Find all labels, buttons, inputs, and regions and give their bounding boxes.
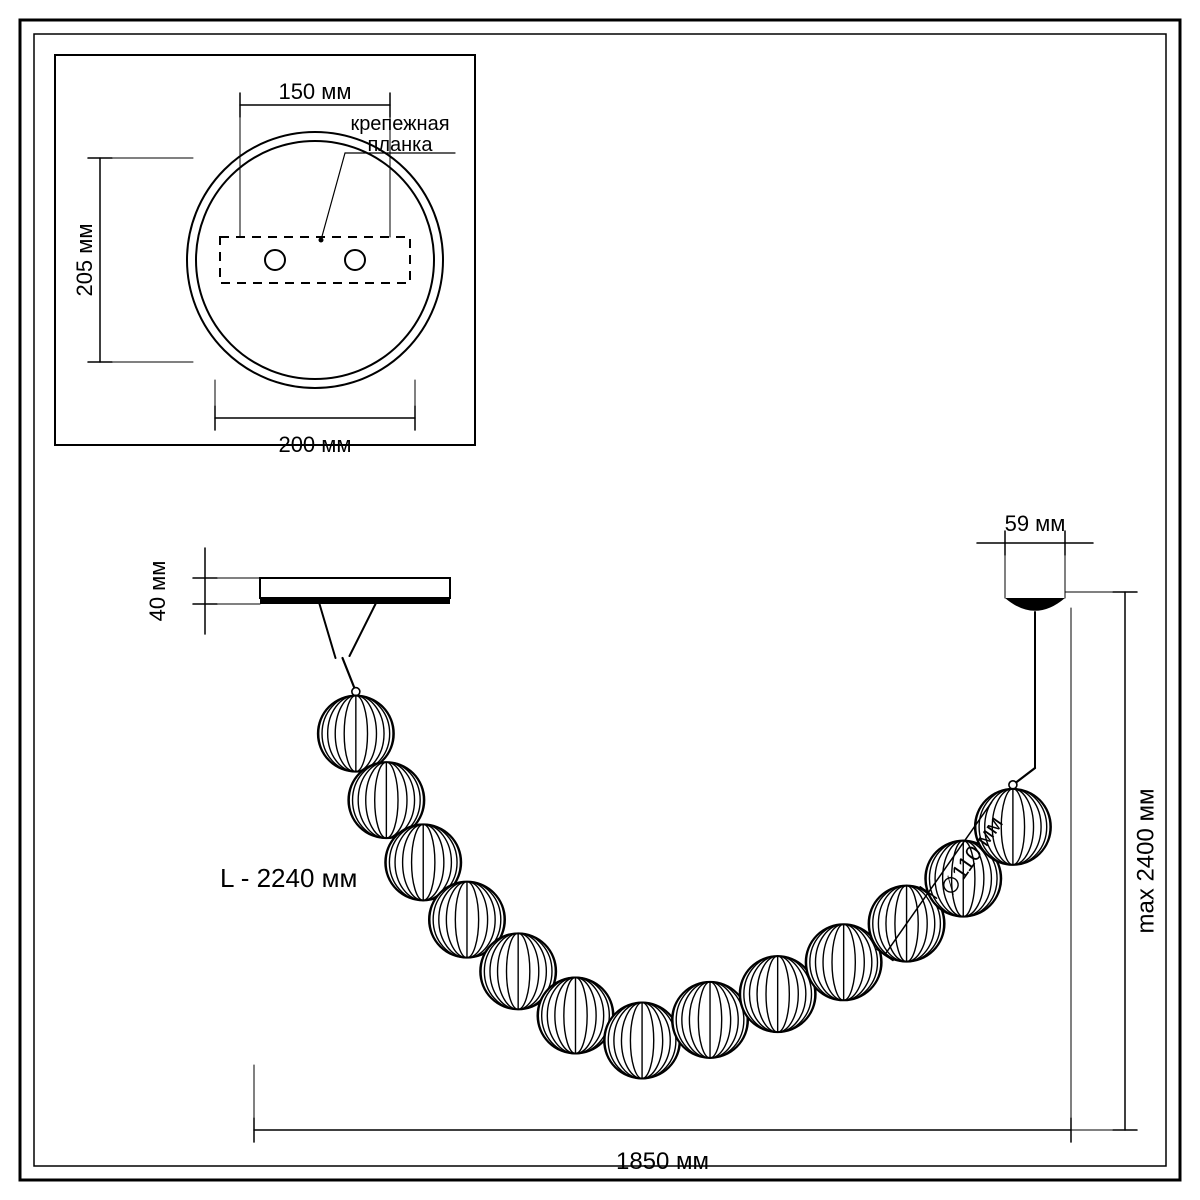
dim-max2400: max 2400 мм (1132, 788, 1159, 933)
dim-150mm: 150 мм (278, 79, 351, 104)
dim-L-2240: L - 2240 мм (220, 863, 357, 893)
dim-1850mm: 1850 мм (616, 1148, 709, 1175)
dim-59mm: 59 мм (1005, 511, 1066, 536)
left-canopy (260, 578, 450, 598)
dim-205mm: 205 мм (72, 223, 97, 296)
dim-40mm: 40 мм (145, 561, 170, 622)
dim-200mm: 200 мм (278, 432, 351, 457)
right-canopy (1005, 598, 1065, 611)
